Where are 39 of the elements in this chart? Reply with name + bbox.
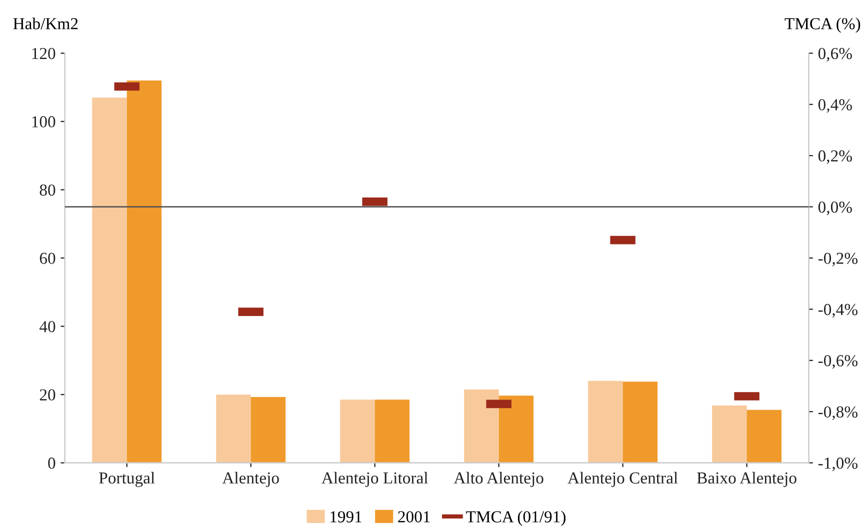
y2-tick-label: -0,6%	[818, 355, 858, 369]
y2-tick-label: -1,0%	[818, 458, 858, 472]
bar	[374, 400, 410, 463]
bar	[588, 380, 623, 463]
y-tick-label: 60	[40, 252, 56, 264]
bar	[498, 396, 534, 463]
y2-tick-label: 0,4%	[818, 99, 852, 113]
y-tick-label: 100	[32, 116, 56, 128]
y-tick-label: 120	[32, 48, 56, 60]
x-tick-label: Alentejo Central	[568, 472, 678, 487]
bar	[712, 405, 747, 463]
y2-tick-label: 0,2%	[818, 150, 852, 164]
y2-tick-label: -0,8%	[818, 406, 858, 420]
bar	[340, 400, 375, 463]
x-tick-label: Alentejo	[222, 472, 279, 487]
y-tick-label: 80	[40, 184, 56, 196]
bar	[126, 80, 162, 463]
y2-tick-label: 0,0%	[818, 202, 852, 216]
bar	[216, 394, 251, 463]
bar	[92, 98, 127, 463]
x-tick-label: Alto Alentejo	[454, 472, 544, 487]
legend-label: TMCA (01/91)	[466, 510, 566, 526]
y2-tick-label: 0,6%	[818, 48, 852, 62]
legend-label: 2001	[398, 511, 430, 522]
y-axis-title: Hab/Km2	[13, 18, 78, 30]
bar	[464, 389, 499, 463]
y-tick-label: 20	[40, 389, 56, 401]
y2-axis-title: TMCA (%)	[784, 18, 860, 33]
bar	[622, 382, 658, 463]
y2-tick-label: -0,2%	[818, 252, 858, 266]
legend-label: 1991	[330, 511, 362, 522]
y2-tick-label: -0,4%	[818, 304, 858, 318]
x-tick-label: Baixo Alentejo	[697, 472, 796, 487]
y-tick-label: 40	[40, 320, 56, 332]
x-tick-label: Alentejo Litoral	[322, 472, 428, 487]
x-tick-label: Portugal	[99, 472, 155, 488]
bar	[746, 410, 782, 463]
bar	[250, 396, 286, 463]
y-tick-label: 0	[48, 458, 56, 469]
